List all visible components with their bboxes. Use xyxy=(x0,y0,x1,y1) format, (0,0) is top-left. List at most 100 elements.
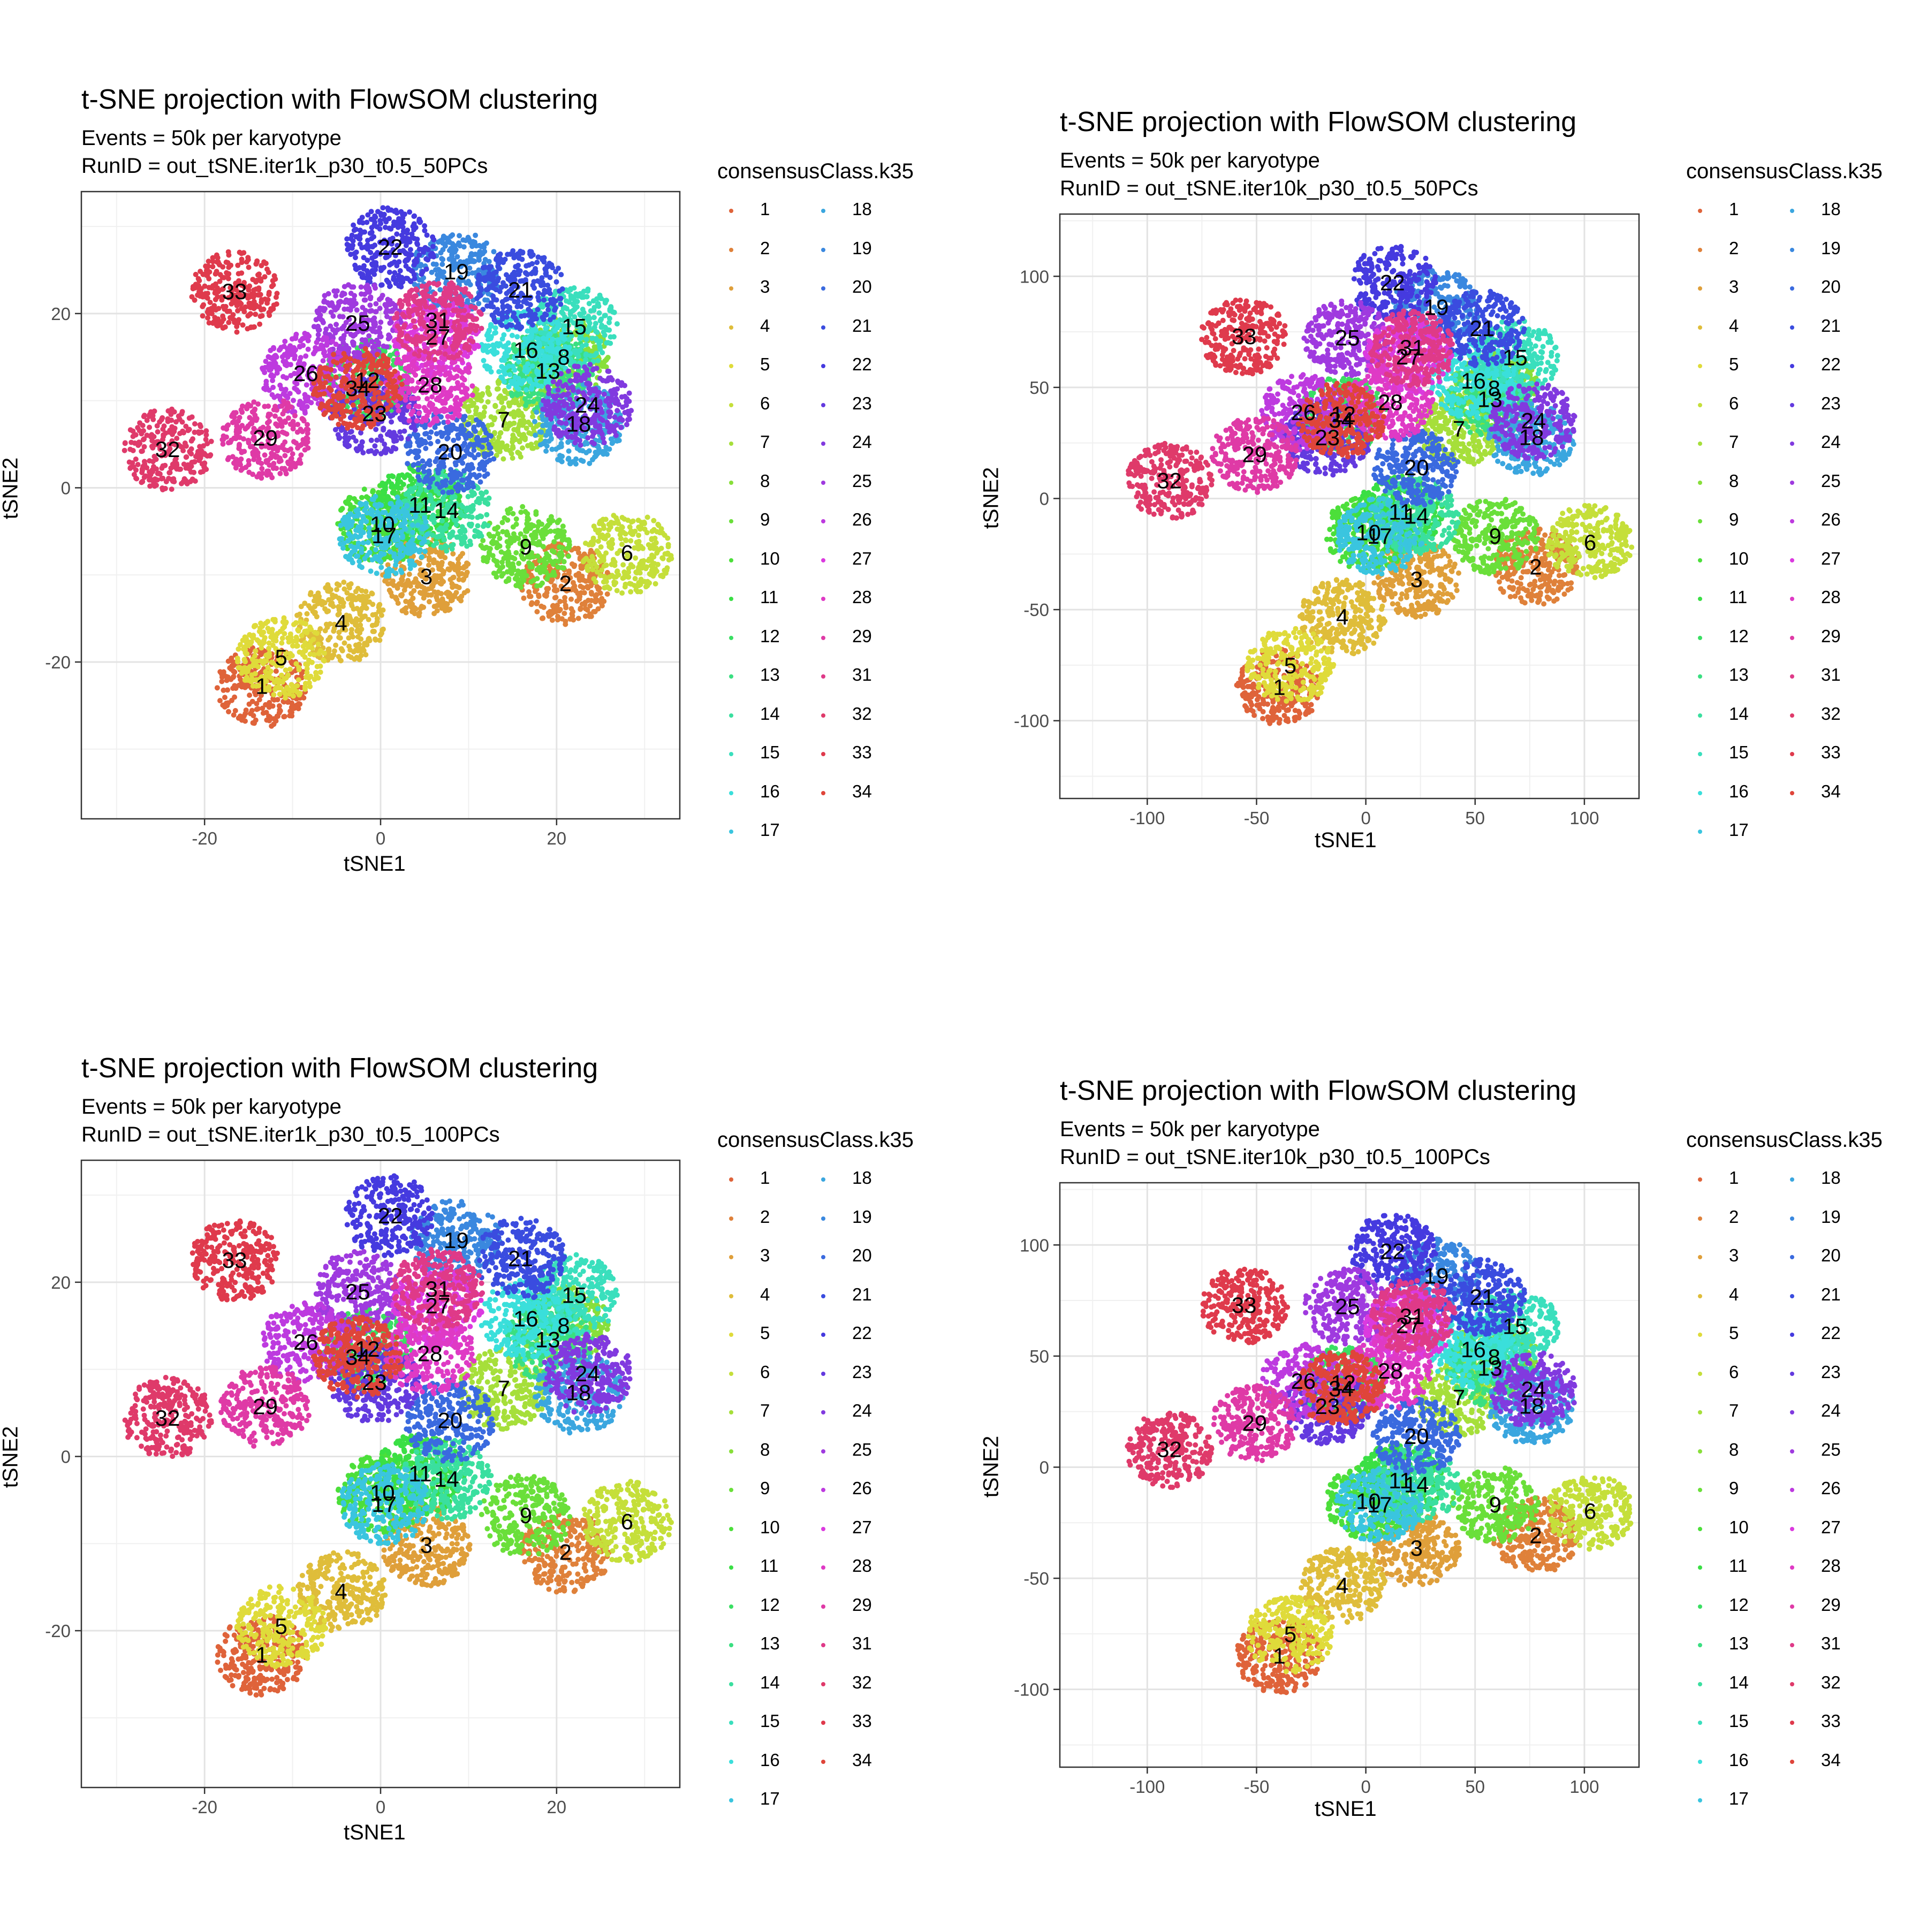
data-point xyxy=(566,448,572,454)
data-point xyxy=(551,539,557,544)
data-point xyxy=(273,634,278,640)
data-point xyxy=(537,558,543,564)
data-point xyxy=(477,249,482,255)
data-point xyxy=(410,537,415,542)
data-point xyxy=(242,718,248,724)
data-point xyxy=(457,233,462,238)
data-point xyxy=(289,705,294,710)
data-point xyxy=(524,529,529,534)
data-point xyxy=(403,546,408,552)
data-point xyxy=(514,522,519,527)
data-point xyxy=(518,509,524,515)
data-point xyxy=(322,658,327,664)
data-point xyxy=(533,512,538,517)
data-point xyxy=(534,609,540,614)
data-point xyxy=(587,578,592,583)
data-point xyxy=(606,522,612,527)
data-point xyxy=(253,623,258,628)
data-point xyxy=(502,388,507,393)
data-point xyxy=(370,497,375,502)
data-point xyxy=(658,573,663,579)
data-point xyxy=(556,528,561,534)
data-point xyxy=(346,538,351,543)
data-point xyxy=(611,334,617,339)
data-point xyxy=(373,612,378,617)
data-point xyxy=(340,648,345,653)
data-point xyxy=(572,587,578,592)
data-point xyxy=(502,355,507,360)
data-point xyxy=(536,565,542,571)
data-point xyxy=(636,546,641,552)
data-point xyxy=(476,301,481,306)
data-point xyxy=(387,588,392,593)
data-point xyxy=(502,515,507,521)
data-point xyxy=(419,554,424,560)
data-point xyxy=(566,553,571,559)
data-point xyxy=(598,316,604,322)
data-point xyxy=(590,557,596,562)
data-point xyxy=(655,562,661,567)
data-point xyxy=(605,591,610,597)
data-point xyxy=(531,523,536,528)
data-point xyxy=(328,602,333,607)
data-point xyxy=(221,688,226,693)
data-point xyxy=(526,377,532,382)
data-point xyxy=(436,527,442,533)
data-point xyxy=(395,481,400,486)
data-point xyxy=(594,597,600,603)
data-point xyxy=(356,559,362,564)
data-point xyxy=(244,708,249,713)
data-point xyxy=(607,540,612,545)
data-point xyxy=(462,535,468,541)
data-point xyxy=(389,501,394,506)
data-point xyxy=(611,521,617,526)
data-point xyxy=(599,325,604,330)
data-point xyxy=(431,262,436,267)
data-point xyxy=(514,392,520,398)
data-point xyxy=(358,617,363,622)
data-point xyxy=(517,380,522,385)
data-point xyxy=(564,298,569,303)
data-point xyxy=(268,634,274,640)
data-point xyxy=(557,544,562,550)
data-point xyxy=(415,522,421,528)
data-point xyxy=(550,618,555,623)
data-point xyxy=(468,509,474,514)
data-point xyxy=(444,522,449,528)
data-point xyxy=(500,571,506,576)
data-point xyxy=(448,234,453,239)
data-point xyxy=(528,442,534,447)
data-point xyxy=(564,306,570,311)
data-point xyxy=(263,702,268,708)
data-point xyxy=(605,327,610,332)
data-point xyxy=(519,410,524,416)
data-point xyxy=(578,447,583,453)
data-point xyxy=(366,540,371,545)
data-point xyxy=(515,450,521,455)
data-point xyxy=(235,656,240,661)
data-point xyxy=(502,368,507,373)
data-point xyxy=(378,551,384,556)
data-point xyxy=(479,244,484,249)
data-point xyxy=(579,295,585,300)
data-point xyxy=(522,396,528,401)
data-point xyxy=(238,677,243,682)
data-point xyxy=(543,326,548,331)
data-point xyxy=(528,573,534,578)
data-point xyxy=(644,530,650,535)
data-point xyxy=(549,343,555,348)
data-point xyxy=(636,518,641,523)
data-point xyxy=(441,571,446,576)
data-point xyxy=(264,658,269,664)
data-point xyxy=(625,574,631,580)
data-point xyxy=(466,237,472,242)
data-point xyxy=(524,387,529,392)
data-point xyxy=(337,536,343,542)
data-point xyxy=(559,565,565,571)
data-point xyxy=(278,629,283,634)
data-point xyxy=(661,556,666,561)
data-point xyxy=(578,584,583,589)
data-point xyxy=(535,397,540,402)
data-point xyxy=(346,531,351,536)
data-point xyxy=(562,559,567,565)
